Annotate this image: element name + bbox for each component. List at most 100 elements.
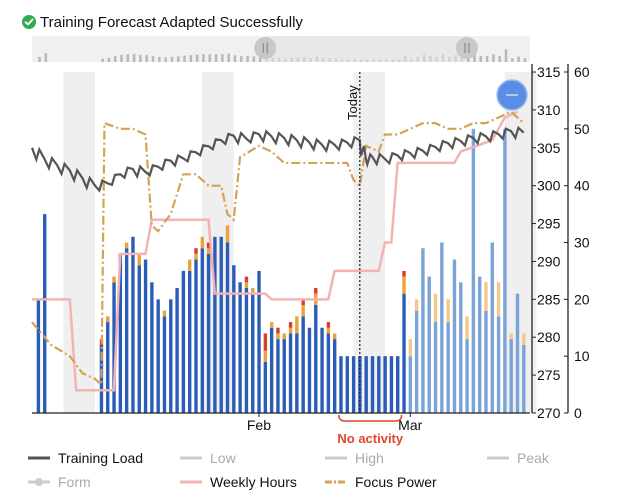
activity-bar[interactable] xyxy=(522,344,526,413)
navigator-bar xyxy=(189,55,193,62)
activity-bar[interactable] xyxy=(200,248,205,413)
y-right-tick-label: 30 xyxy=(574,235,590,251)
y-left-tick-label: 310 xyxy=(537,102,561,118)
activity-bar[interactable] xyxy=(339,356,343,413)
y-left-tick-label: 280 xyxy=(537,329,561,345)
activity-bar[interactable] xyxy=(232,265,236,413)
navigator-handle-left[interactable] xyxy=(254,37,277,59)
activity-bar[interactable] xyxy=(377,356,381,413)
activity-bar[interactable] xyxy=(219,236,223,413)
activity-bar[interactable] xyxy=(414,310,419,413)
activity-bar[interactable] xyxy=(276,339,280,413)
activity-bar[interactable] xyxy=(314,305,318,413)
activity-bar-segment xyxy=(276,333,280,340)
activity-bar[interactable] xyxy=(137,265,141,413)
activity-bar[interactable] xyxy=(503,128,507,414)
activity-bar[interactable] xyxy=(421,248,425,413)
activity-bar[interactable] xyxy=(307,327,312,413)
activity-bar[interactable] xyxy=(112,282,116,413)
legend-item[interactable]: Low xyxy=(180,450,236,466)
activity-bar[interactable] xyxy=(118,253,123,413)
activity-bar[interactable] xyxy=(465,339,469,413)
activity-bar[interactable] xyxy=(143,259,148,413)
activity-bar[interactable] xyxy=(490,242,494,414)
activity-bar[interactable] xyxy=(162,316,167,413)
y-left-tick-label: 275 xyxy=(537,367,561,383)
activity-bar[interactable] xyxy=(194,259,198,413)
activity-bar[interactable] xyxy=(509,339,513,413)
activity-bar[interactable] xyxy=(496,316,501,413)
activity-bar[interactable] xyxy=(295,333,299,413)
navigator-bar xyxy=(202,54,205,62)
activity-bar[interactable] xyxy=(181,270,186,413)
activity-bar[interactable] xyxy=(383,356,387,413)
activity-bar[interactable] xyxy=(389,356,394,413)
y-left-tick-label: 270 xyxy=(537,405,561,421)
activity-bar[interactable] xyxy=(213,236,217,413)
activity-bar[interactable] xyxy=(150,282,154,413)
activity-bar[interactable] xyxy=(408,356,413,413)
activity-bar[interactable] xyxy=(433,322,438,413)
activity-bar[interactable] xyxy=(484,310,488,413)
activity-bar[interactable] xyxy=(320,327,324,413)
activity-bar[interactable] xyxy=(238,282,242,413)
activity-bar[interactable] xyxy=(364,356,368,413)
activity-bar[interactable] xyxy=(206,253,211,413)
activity-bar[interactable] xyxy=(351,356,356,413)
activity-bar[interactable] xyxy=(288,333,293,413)
activity-bar-segment xyxy=(484,282,488,311)
activity-bar[interactable] xyxy=(301,316,305,413)
activity-bar[interactable] xyxy=(471,128,476,414)
activity-bar[interactable] xyxy=(326,333,331,413)
activity-bar[interactable] xyxy=(370,356,375,413)
activity-bar[interactable] xyxy=(99,344,104,413)
navigator-handle-right[interactable] xyxy=(455,37,478,59)
activity-bar[interactable] xyxy=(345,356,349,413)
activity-bar[interactable] xyxy=(251,293,255,413)
legend-label: Form xyxy=(58,474,91,490)
activity-bar[interactable] xyxy=(124,248,129,413)
activity-bar[interactable] xyxy=(263,361,268,413)
activity-bar[interactable] xyxy=(187,270,192,413)
activity-bar[interactable] xyxy=(446,322,450,413)
y-right-tick-label: 0 xyxy=(574,405,582,421)
activity-bar-segment xyxy=(251,287,255,294)
activity-bar[interactable] xyxy=(332,339,337,413)
legend-item[interactable]: Weekly Hours xyxy=(180,474,297,490)
activity-bar[interactable] xyxy=(452,259,457,413)
activity-bar[interactable] xyxy=(257,270,261,413)
navigator-window[interactable] xyxy=(265,36,467,62)
navigator-bar xyxy=(233,55,237,62)
activity-bar[interactable] xyxy=(175,287,179,413)
activity-bar[interactable] xyxy=(459,282,463,413)
activity-bar[interactable] xyxy=(515,293,520,413)
legend-item[interactable]: Focus Power xyxy=(325,474,437,490)
legend-item[interactable]: Training Load xyxy=(28,450,143,466)
legend-item[interactable]: Form xyxy=(28,474,91,490)
navigator-bar xyxy=(240,56,243,62)
activity-bar[interactable] xyxy=(169,299,173,413)
legend-item[interactable]: High xyxy=(325,450,384,466)
navigator-bar xyxy=(195,54,199,62)
activity-bar[interactable] xyxy=(402,293,406,413)
activity-bar[interactable] xyxy=(156,299,160,413)
activity-bar[interactable] xyxy=(131,236,135,413)
activity-bar[interactable] xyxy=(225,242,230,414)
activity-bar[interactable] xyxy=(396,356,400,413)
activity-bar[interactable] xyxy=(282,339,286,413)
navigator-bar xyxy=(139,54,142,62)
activity-bar[interactable] xyxy=(427,276,431,413)
legend-swatch xyxy=(180,456,202,460)
activity-bar[interactable] xyxy=(106,322,110,413)
legend-item[interactable]: Peak xyxy=(487,450,549,466)
activity-bar[interactable] xyxy=(440,242,444,414)
y-left-tick-label: 305 xyxy=(537,140,561,156)
activity-bar-segment xyxy=(187,259,192,271)
activity-bar[interactable] xyxy=(269,327,274,413)
activity-bar[interactable] xyxy=(36,299,41,413)
activity-bar-segment xyxy=(162,310,167,317)
activity-bar[interactable] xyxy=(43,214,47,413)
activity-bar[interactable] xyxy=(477,276,482,413)
no-activity-label: was done xyxy=(340,446,400,448)
activity-bar[interactable] xyxy=(244,287,249,413)
